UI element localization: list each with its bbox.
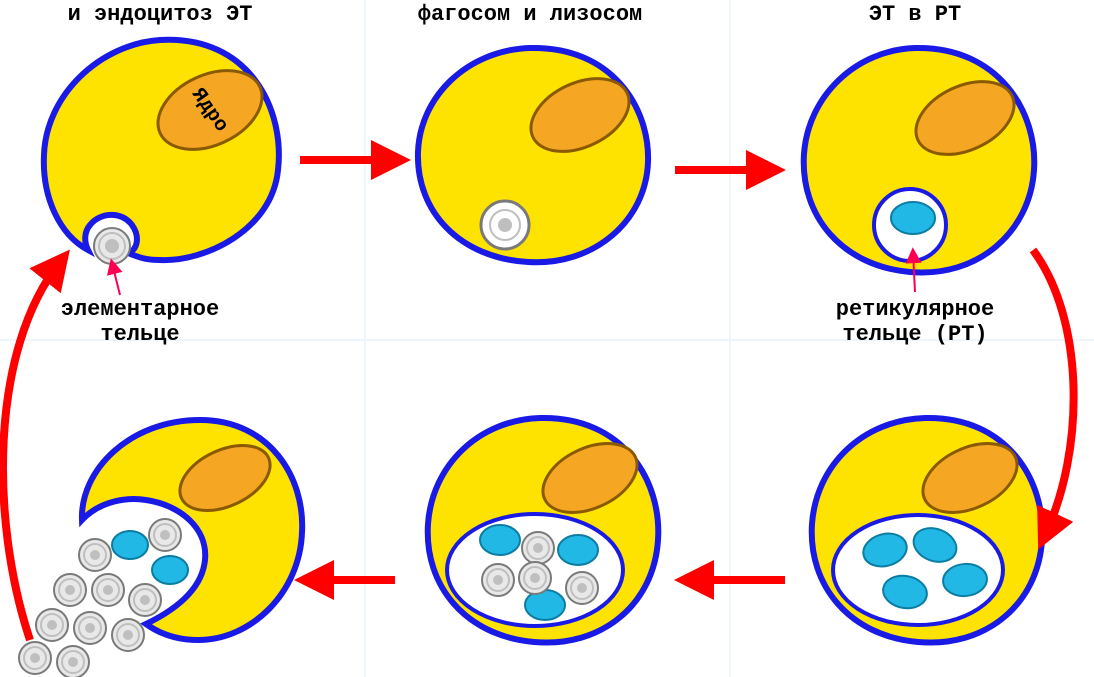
label-top-1: и эндоцитоз ЭТ: [68, 2, 253, 27]
label-rt-2: тельце (РТ): [842, 322, 987, 347]
cell-1-et: [94, 228, 130, 264]
label-rt-1: ретикулярное: [836, 297, 994, 322]
cell-2-phagosome: [481, 201, 529, 249]
cell-3-rt: [891, 202, 935, 234]
cell-2: [418, 48, 648, 262]
label-top-3: ЭТ в РТ: [869, 2, 961, 27]
diagram-canvas: Ядро: [0, 0, 1094, 677]
label-et-2: тельце: [100, 322, 179, 347]
cell-4: [812, 418, 1043, 643]
cell-5: [428, 418, 659, 643]
cell-3: [804, 48, 1035, 273]
label-et-1: элементарное: [61, 297, 219, 322]
label-top-2: фагосом и лизосом: [418, 2, 642, 27]
